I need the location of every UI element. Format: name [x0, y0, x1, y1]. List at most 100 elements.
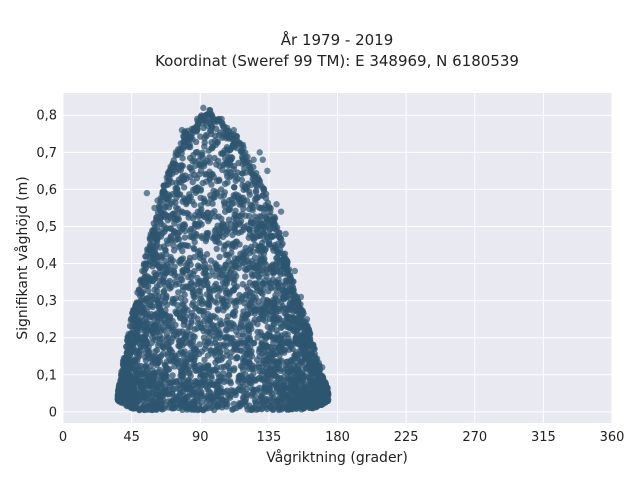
scatter-point — [231, 255, 239, 262]
scatter-point — [181, 361, 189, 368]
scatter-point — [207, 117, 214, 124]
scatter-point — [231, 365, 238, 372]
scatter-point — [290, 287, 297, 295]
scatter-point — [287, 405, 295, 413]
scatter-point — [197, 167, 205, 174]
scatter-point — [185, 376, 192, 384]
scatter-point — [230, 162, 238, 170]
scatter-point — [179, 155, 186, 162]
scatter-point — [227, 394, 234, 401]
scatter-point — [186, 154, 194, 162]
scatter-point — [250, 339, 258, 347]
scatter-point — [287, 357, 294, 365]
scatter-point — [232, 207, 239, 215]
scatter-point — [183, 262, 190, 269]
scatter-point — [280, 368, 288, 375]
scatter-point — [269, 244, 276, 251]
x-tick-label: 135 — [256, 430, 281, 445]
scatter-point — [273, 201, 280, 208]
scatter-point — [170, 247, 178, 254]
scatter-point — [242, 149, 249, 156]
scatter-point — [206, 213, 213, 220]
scatter-point — [282, 230, 289, 238]
scatter-point — [181, 222, 189, 230]
scatter-point — [172, 149, 180, 156]
scatter-point — [196, 263, 204, 270]
scatter-point — [283, 262, 291, 269]
scatter-point — [154, 209, 162, 216]
scatter-point — [216, 230, 224, 237]
y-tick-label: 0,8 — [36, 109, 57, 124]
scatter-point — [160, 182, 167, 189]
scatter-point — [322, 387, 329, 394]
x-tick-label: 360 — [600, 430, 625, 445]
scatter-point — [273, 365, 280, 373]
scatter-point — [245, 327, 252, 334]
scatter-point — [241, 357, 248, 364]
scatter-point — [188, 279, 195, 286]
scatter-point — [176, 343, 183, 350]
scatter-point — [214, 293, 222, 300]
scatter-point — [153, 216, 160, 223]
scatter-point — [193, 184, 201, 192]
scatter-point — [193, 230, 200, 238]
scatter-point — [169, 198, 176, 206]
scatter-point — [318, 401, 325, 408]
scatter-point — [181, 130, 189, 137]
scatter-point — [218, 215, 225, 223]
scatter-points — [114, 104, 332, 414]
scatter-point — [124, 337, 131, 344]
scatter-point — [118, 388, 126, 395]
scatter-point — [139, 378, 147, 386]
scatter-point — [267, 208, 274, 216]
scatter-point — [223, 352, 231, 359]
scatter-point — [299, 389, 306, 397]
scatter-point — [216, 274, 223, 281]
scatter-point — [190, 244, 197, 252]
scatter-point — [204, 405, 212, 412]
scatter-point — [225, 216, 233, 223]
scatter-point — [183, 404, 190, 411]
scatter-point — [281, 294, 289, 301]
scatter-point — [246, 226, 253, 233]
scatter-point — [179, 267, 186, 275]
scatter-point — [150, 321, 158, 329]
scatter-point — [139, 308, 146, 316]
scatter-point — [276, 246, 284, 253]
scatter-point — [202, 393, 210, 400]
scatter-point — [260, 229, 267, 237]
scatter-point — [197, 133, 204, 140]
scatter-point — [251, 280, 258, 287]
scatter-point — [222, 287, 230, 294]
scatter-point — [315, 391, 322, 399]
y-tick-labels: 0 0,1 0,2 0,3 0,4 0,5 0,6 0,7 0,8 — [36, 109, 57, 421]
scatter-point — [190, 293, 197, 300]
scatter-point — [230, 214, 238, 222]
scatter-point — [232, 228, 239, 235]
scatter-point — [166, 314, 174, 321]
scatter-point — [167, 215, 174, 222]
scatter-point — [190, 288, 197, 295]
scatter-point — [262, 334, 269, 341]
scatter-point — [148, 379, 155, 387]
scatter-point — [246, 191, 253, 198]
scatter-point — [208, 145, 215, 152]
scatter-point — [228, 154, 236, 162]
scatter-point — [163, 261, 171, 269]
scatter-point — [192, 162, 199, 169]
scatter-point — [170, 379, 177, 386]
scatter-point — [158, 380, 166, 388]
scatter-point — [215, 157, 222, 165]
scatter-point — [215, 239, 223, 247]
scatter-point — [230, 126, 237, 134]
scatter-point — [179, 162, 187, 170]
scatter-point — [169, 160, 176, 167]
scatter-point — [210, 187, 217, 194]
scatter-point — [133, 319, 140, 327]
scatter-point — [204, 321, 212, 328]
scatter-point — [177, 348, 185, 355]
scatter-point — [257, 260, 264, 268]
scatter-point — [281, 346, 289, 353]
scatter-point — [186, 355, 193, 363]
scatter-point — [261, 389, 268, 396]
